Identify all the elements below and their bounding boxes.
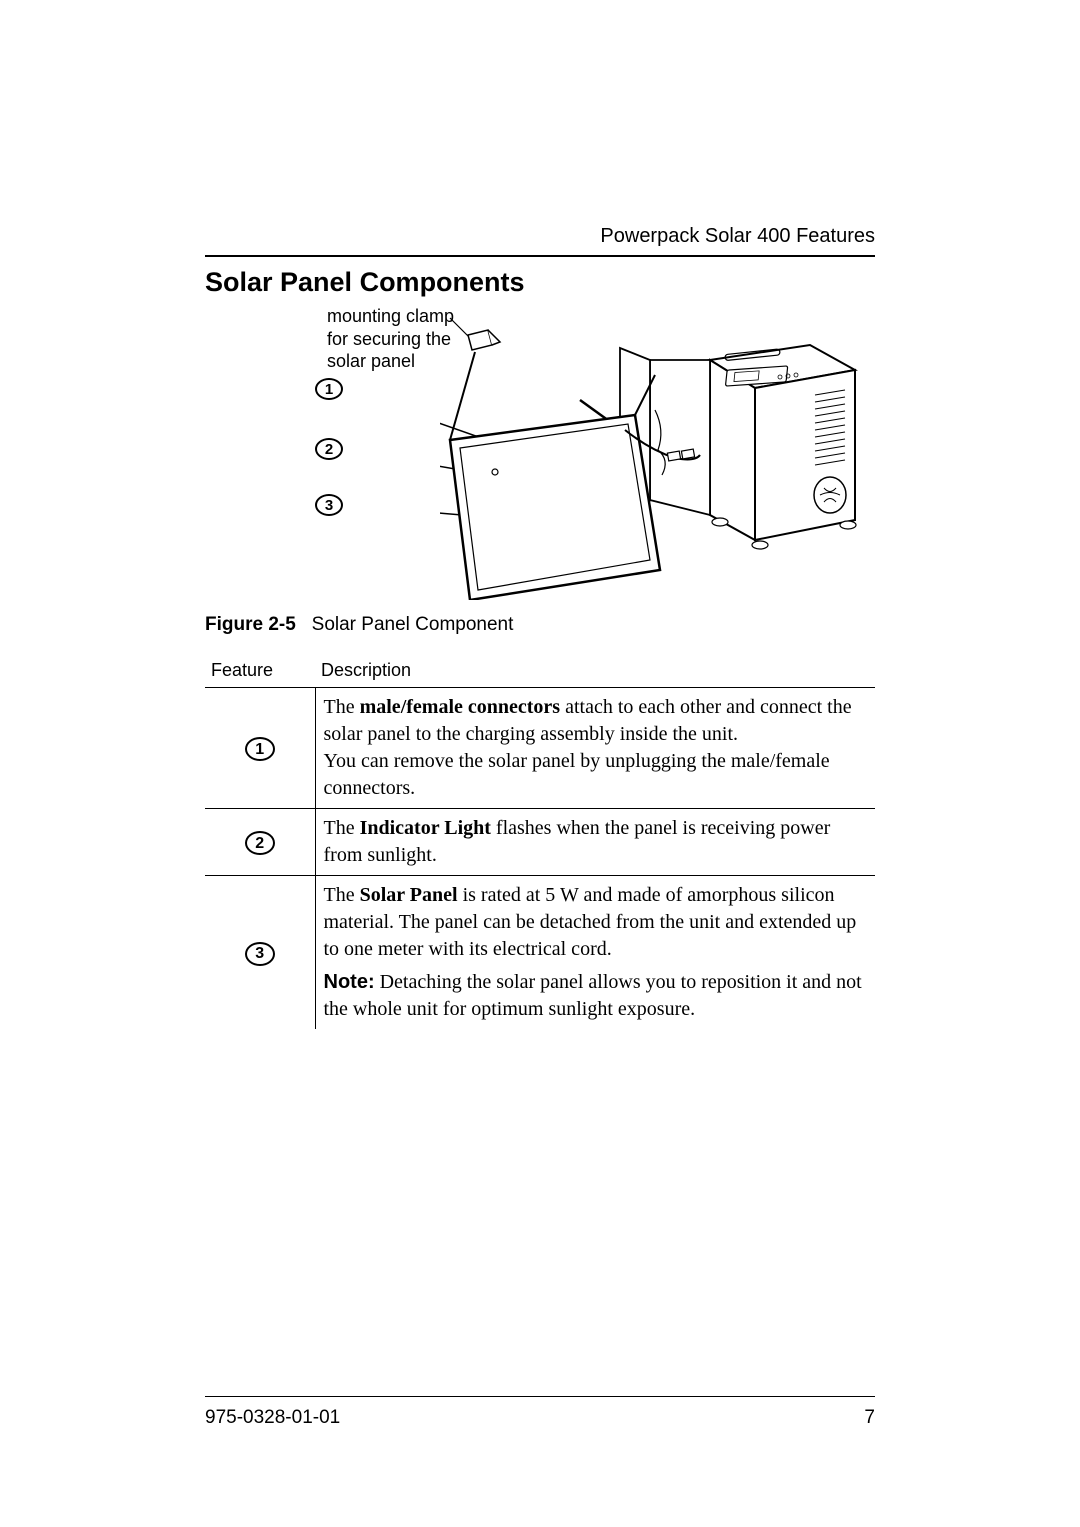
- footer-rule: [205, 1396, 875, 1398]
- callout-num-3: 3: [325, 497, 333, 514]
- page: Powerpack Solar 400 Features Solar Panel…: [0, 0, 1080, 1527]
- desc-cell-3: The Solar Panel is rated at 5 W and made…: [315, 876, 875, 1030]
- table-row: 2 The Indicator Light flashes when the p…: [205, 809, 875, 876]
- r1-pre: The: [324, 696, 360, 718]
- callout-num-1: 1: [325, 381, 333, 398]
- r3-bold: Solar Panel: [360, 884, 458, 906]
- figure-caption-desc: Solar Panel Component: [312, 614, 514, 635]
- callout-num-2: 2: [325, 441, 333, 458]
- figure-label: Figure 2-5: [205, 614, 296, 635]
- row-badge-3: 3: [245, 942, 275, 966]
- th-feature: Feature: [205, 656, 315, 688]
- feature-badge-cell-2: 2: [205, 809, 315, 876]
- r2-bold: Indicator Light: [360, 817, 491, 839]
- figure-caption-text: [301, 614, 312, 635]
- th-description: Description: [315, 656, 875, 688]
- section-title: Solar Panel Components: [205, 267, 525, 298]
- r3-post2: . The panel can be detached from the uni…: [324, 911, 857, 960]
- header-rule: [205, 255, 875, 257]
- callout-badge-1: 1: [315, 378, 343, 400]
- desc-cell-2: The Indicator Light flashes when the pan…: [315, 809, 875, 876]
- features-table: Feature Description 1 The male/female co…: [205, 656, 875, 1029]
- device-illustration: [440, 300, 860, 600]
- powerpack-body: [710, 345, 856, 549]
- feature-badge-cell-1: 1: [205, 688, 315, 809]
- header-text: Powerpack Solar 400 Features: [600, 225, 875, 248]
- footer-docnum: 975-0328-01-01: [205, 1407, 340, 1429]
- table-row: 1 The male/female connectors attach to e…: [205, 688, 875, 809]
- r2-pre: The: [324, 817, 360, 839]
- r3-pre: The: [324, 884, 360, 906]
- clamp-callout-label: mounting clamp for securing the solar pa…: [327, 305, 454, 373]
- r1-line2: You can remove the solar panel by unplug…: [324, 750, 830, 799]
- table-row: 3 The Solar Panel is rated at 5 W and ma…: [205, 876, 875, 1030]
- r1-bold: male/female connectors: [360, 696, 560, 718]
- table-header-row: Feature Description: [205, 656, 875, 688]
- row-badge-1: 1: [245, 737, 275, 761]
- note-label: Note:: [324, 971, 375, 993]
- figure-area: mounting clamp for securing the solar pa…: [205, 300, 875, 620]
- feature-badge-cell-3: 3: [205, 876, 315, 1030]
- callout-badge-3: 3: [315, 494, 343, 516]
- figure-caption: Figure 2-5 Solar Panel Component: [205, 614, 513, 636]
- footer-pagenum: 7: [864, 1407, 875, 1429]
- row-badge-2: 2: [245, 831, 275, 855]
- note-block: Note: Detaching the solar panel allows y…: [324, 969, 868, 1023]
- desc-cell-1: The male/female connectors attach to eac…: [315, 688, 875, 809]
- note-text: Detaching the solar panel allows you to …: [324, 971, 862, 1020]
- callout-badge-2: 2: [315, 438, 343, 460]
